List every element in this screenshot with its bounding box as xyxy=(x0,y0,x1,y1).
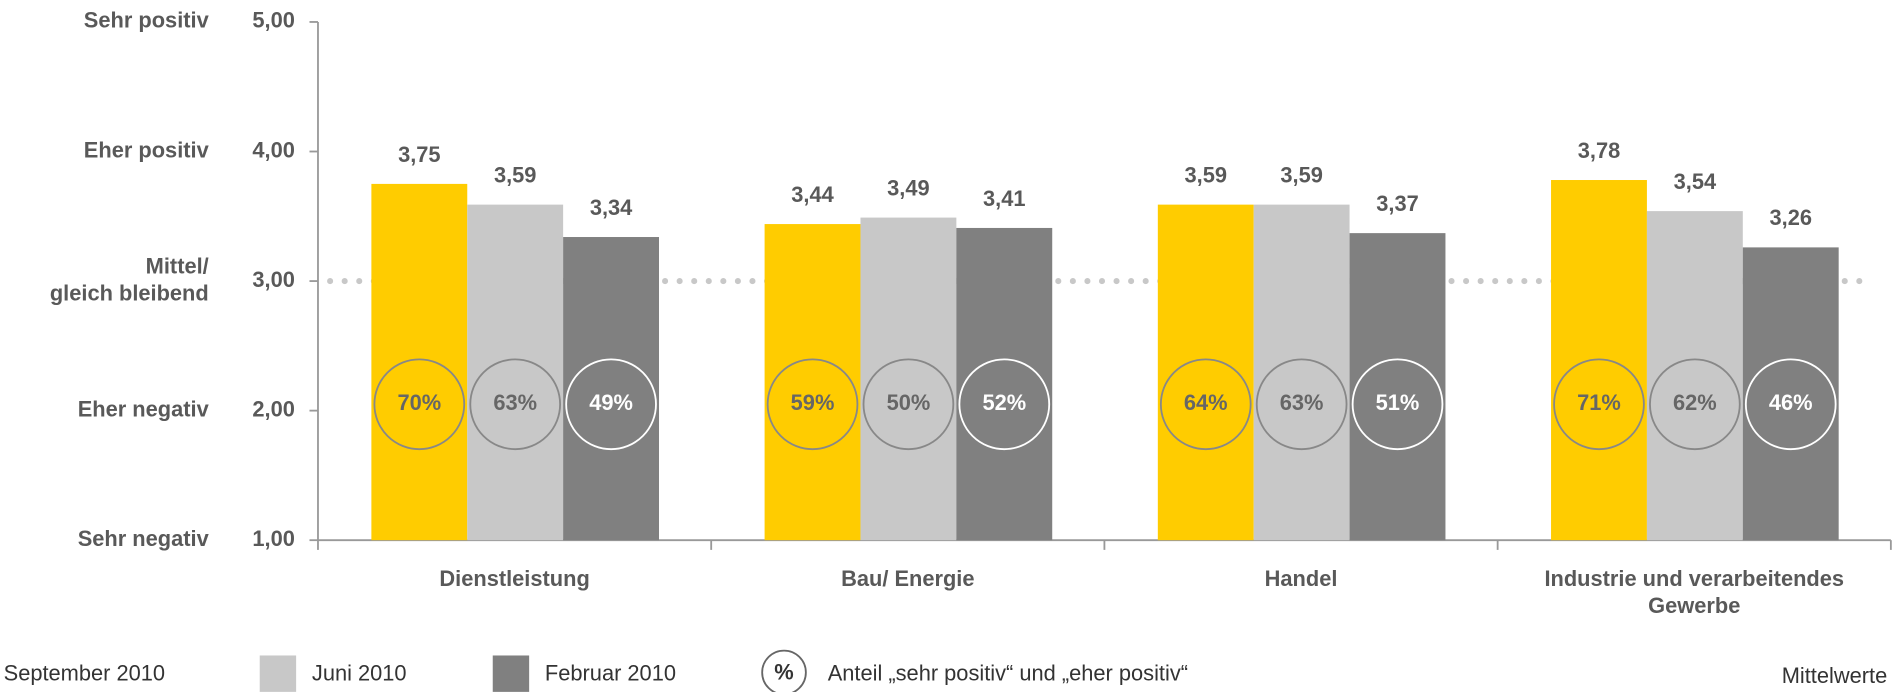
share-label: 70% xyxy=(397,390,441,415)
y-tick-label: 5,00 xyxy=(252,8,294,33)
bar xyxy=(1742,247,1839,541)
x-tick-label: Dienstleistung xyxy=(439,566,589,591)
legend-share-label: Anteil „sehr positiv“ und „eher positiv“ xyxy=(828,661,1188,686)
value-label: 3,44 xyxy=(791,182,834,207)
bar xyxy=(371,183,468,541)
bar xyxy=(860,217,957,541)
share-circle xyxy=(862,358,955,451)
share-circle xyxy=(1159,358,1252,451)
legend-label: Februar 2010 xyxy=(545,661,676,686)
share-label: 62% xyxy=(1673,390,1717,415)
value-label: 3,75 xyxy=(398,142,440,167)
value-label: 3,54 xyxy=(1674,169,1717,194)
share-label: 63% xyxy=(493,390,537,415)
share-circle xyxy=(565,358,657,451)
share-label: 50% xyxy=(887,390,931,415)
bar xyxy=(1646,211,1743,541)
legend-swatch xyxy=(492,655,530,692)
share-circle xyxy=(766,358,859,451)
y-tick-label: 4,00 xyxy=(252,137,294,162)
share-circle xyxy=(1649,358,1741,451)
share-label: 46% xyxy=(1769,390,1813,415)
value-label: 3,59 xyxy=(1280,162,1322,187)
share-circle xyxy=(373,358,466,451)
y-tick-name: Mittel/gleich bleibend xyxy=(50,253,209,305)
y-tick-label: 2,00 xyxy=(252,396,294,421)
bar xyxy=(1349,233,1446,541)
share-label: 52% xyxy=(982,390,1026,415)
bar xyxy=(1253,204,1350,541)
value-label: 3,59 xyxy=(494,162,536,187)
share-circle xyxy=(958,358,1051,451)
y-tick-name: Sehr negativ xyxy=(78,526,210,551)
value-label: 3,41 xyxy=(983,186,1025,211)
share-label: 59% xyxy=(791,390,835,415)
y-tick-label: 1,00 xyxy=(252,526,294,551)
value-label: 3,34 xyxy=(590,195,633,220)
share-circle xyxy=(1255,358,1348,451)
legend-share-circle xyxy=(761,649,807,692)
value-label: 3,59 xyxy=(1185,162,1227,187)
share-circle xyxy=(1553,358,1645,451)
legend-share-symbol: % xyxy=(774,659,793,684)
share-label: 49% xyxy=(589,390,633,415)
value-label: 3,49 xyxy=(887,175,929,200)
note: Mittelwerte xyxy=(1782,663,1888,688)
bar xyxy=(563,237,660,541)
value-label: 3,78 xyxy=(1578,138,1620,163)
bar xyxy=(956,227,1053,541)
legend-label: September 2010 xyxy=(4,661,165,686)
y-tick-name: Eher positiv xyxy=(84,137,210,162)
share-circle xyxy=(1351,358,1444,451)
share-label: 51% xyxy=(1376,390,1420,415)
legend-label: Juni 2010 xyxy=(312,661,407,686)
share-circle xyxy=(1744,358,1837,451)
y-tick-name: Sehr positiv xyxy=(84,8,210,33)
value-label: 3,26 xyxy=(1769,205,1811,230)
legend-swatch xyxy=(259,655,297,692)
x-tick-label: Industrie und verarbeitendes Gewerbe xyxy=(1544,566,1844,618)
bar xyxy=(764,224,861,541)
y-tick-label: 3,00 xyxy=(252,267,294,292)
y-tick-name: Eher negativ xyxy=(78,396,210,421)
value-label: 3,37 xyxy=(1376,191,1418,216)
bar xyxy=(467,204,564,541)
share-label: 64% xyxy=(1184,390,1228,415)
share-label: 63% xyxy=(1280,390,1324,415)
x-tick-label: Handel xyxy=(1265,566,1338,591)
x-tick-label: Bau/ Energie xyxy=(841,566,974,591)
share-circle xyxy=(469,358,562,451)
share-label: 71% xyxy=(1577,390,1621,415)
bar xyxy=(1157,204,1254,541)
